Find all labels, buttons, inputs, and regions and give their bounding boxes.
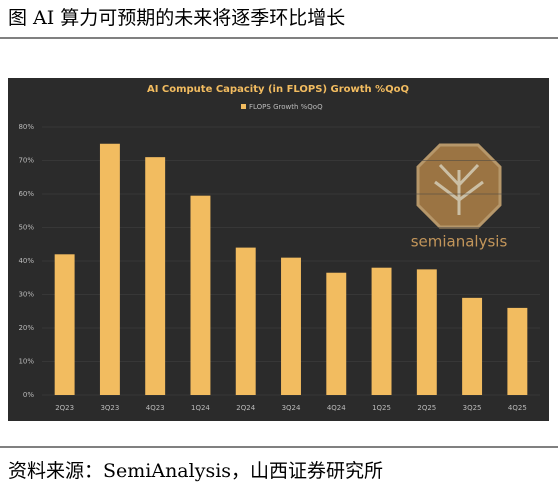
- y-tick-label: 0%: [23, 391, 34, 399]
- bar: [235, 247, 256, 395]
- bar: [371, 267, 392, 395]
- bar: [281, 257, 301, 395]
- source: 资料来源：SemiAnalysis，山西证券研究所: [8, 460, 383, 482]
- y-tick-label: 50%: [18, 224, 34, 232]
- bar: [462, 297, 483, 395]
- legend-label: FLOPS Growth %QoQ: [249, 103, 323, 111]
- x-tick-label: 3Q24: [282, 404, 301, 412]
- x-tick-label: 1Q25: [372, 404, 391, 412]
- bar: [145, 157, 166, 395]
- x-tick-label: 3Q25: [463, 404, 482, 412]
- bar: [416, 269, 437, 395]
- chart-title: AI Compute Capacity (in FLOPS) Growth %Q…: [147, 84, 409, 95]
- y-tick-label: 20%: [18, 324, 34, 332]
- y-tick-label: 60%: [18, 190, 34, 198]
- x-tick-label: 4Q24: [327, 404, 346, 412]
- y-tick-label: 80%: [18, 123, 34, 131]
- x-tick-label: 1Q24: [191, 404, 210, 412]
- x-tick-label: 4Q25: [508, 404, 527, 412]
- x-tick-label: 2Q24: [236, 404, 255, 412]
- x-tick-label: 2Q25: [417, 404, 436, 412]
- chart-background: [8, 78, 549, 421]
- bar: [190, 195, 211, 395]
- y-tick-label: 10%: [18, 358, 34, 366]
- y-tick-label: 70%: [18, 157, 34, 165]
- bar: [54, 254, 75, 395]
- bar: [99, 143, 120, 395]
- y-tick-label: 40%: [18, 257, 34, 265]
- bar: [507, 307, 528, 395]
- caption: 图 AI 算力可预期的未来将逐季环比增长: [8, 7, 345, 29]
- x-tick-label: 4Q23: [146, 404, 165, 412]
- x-tick-label: 3Q23: [100, 404, 119, 412]
- legend-swatch: [241, 104, 246, 109]
- logo: semianalysis: [411, 143, 508, 251]
- bar: [326, 272, 347, 395]
- y-tick-label: 30%: [18, 291, 34, 299]
- x-tick-label: 2Q23: [55, 404, 74, 412]
- logo-tree: [434, 163, 484, 215]
- logo-text: semianalysis: [411, 233, 508, 251]
